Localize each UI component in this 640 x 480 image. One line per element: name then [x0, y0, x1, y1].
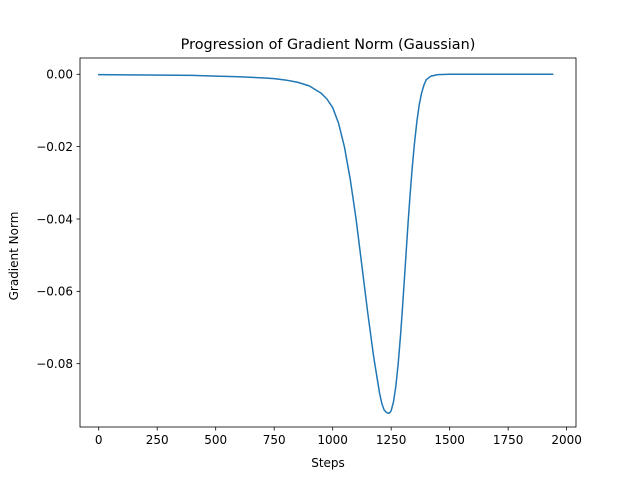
x-tick-label: 1000: [317, 433, 348, 447]
y-axis-label: Gradient Norm: [7, 212, 21, 301]
x-axis-label: Steps: [311, 456, 345, 470]
x-tick-label: 1750: [493, 433, 524, 447]
x-tick-label: 1250: [376, 433, 407, 447]
axes-frame: [79, 57, 577, 428]
x-tick-label: 1500: [434, 433, 465, 447]
x-tick-label: 750: [263, 433, 286, 447]
x-tick-label: 250: [146, 433, 169, 447]
y-tick-label: −0.02: [36, 140, 73, 154]
y-tick-label: −0.08: [36, 357, 73, 371]
x-tick-label: 2000: [551, 433, 582, 447]
plot-area: 0 250 500 750 1000 1250 1500 1750 2000 0.00 −0.02 −…: [36, 57, 582, 447]
x-tick-label: 0: [95, 433, 103, 447]
x-tick-label: 500: [204, 433, 227, 447]
chart-title: Progression of Gradient Norm (Gaussian): [181, 37, 476, 53]
series-line-0: [97, 73, 554, 414]
y-tick-label: −0.04: [36, 212, 73, 226]
y-tick-label: 0.00: [46, 68, 73, 82]
y-tick-label: −0.06: [36, 285, 73, 299]
